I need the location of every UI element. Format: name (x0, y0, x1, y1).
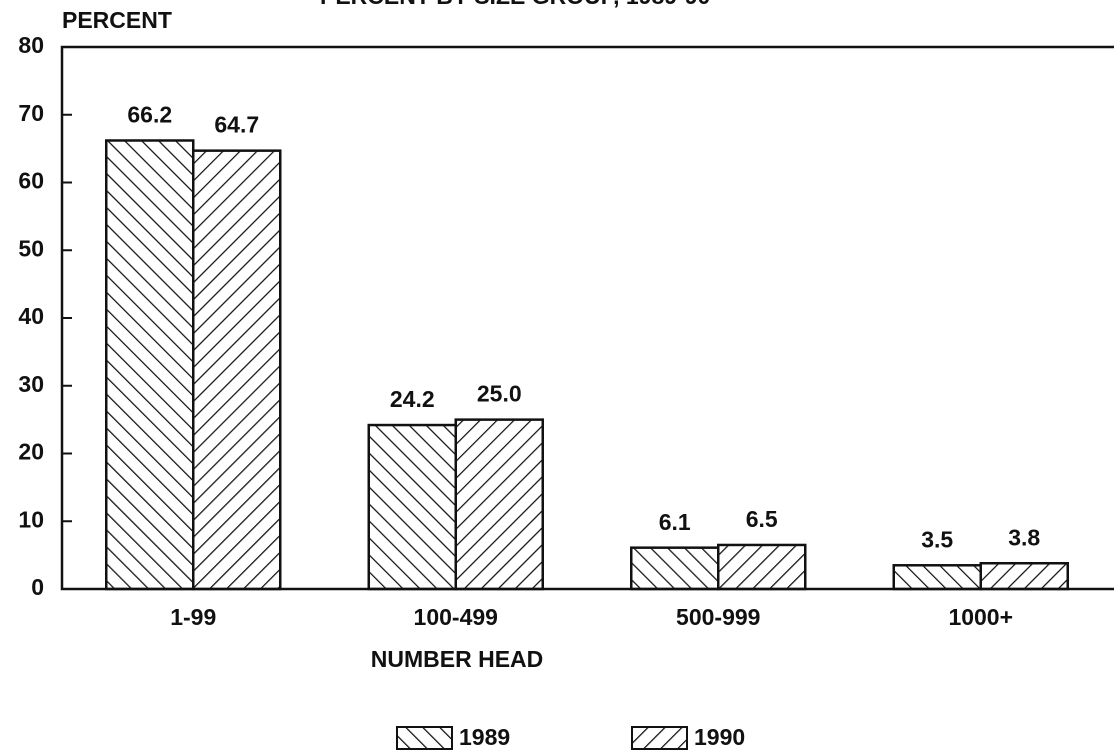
bar (367, 423, 457, 591)
bar (105, 139, 195, 591)
value-label: 3.8 (1008, 524, 1040, 550)
y-tick-label: 10 (18, 506, 44, 532)
bar (717, 543, 807, 591)
x-tick-label: 1000+ (948, 604, 1013, 630)
value-label: 25.0 (477, 381, 522, 407)
bar (630, 546, 720, 591)
value-label: 6.1 (659, 509, 691, 535)
bar (454, 418, 544, 591)
bar (979, 562, 1069, 591)
bar (192, 149, 282, 591)
y-tick-label: 60 (18, 168, 44, 194)
y-tick-label: 20 (18, 439, 44, 465)
y-tick-label: 80 (18, 32, 44, 58)
bar (892, 564, 982, 591)
x-tick-label: 500-999 (676, 604, 760, 630)
value-label: 64.7 (214, 112, 259, 138)
legend-label: 1989 (459, 724, 510, 750)
y-tick-label: 40 (18, 303, 44, 329)
legend-label: 1990 (694, 724, 745, 750)
chart-title: PERCENT BY SIZE GROUP, 1989-90 (320, 0, 710, 9)
value-label: 6.5 (746, 506, 778, 532)
value-label: 66.2 (127, 102, 172, 128)
x-tick-label: 1-99 (170, 604, 216, 630)
legend-swatch (631, 726, 688, 750)
x-axis-title: NUMBER HEAD (371, 646, 544, 672)
y-tick-label: 30 (18, 371, 44, 397)
y-tick-label: 50 (18, 235, 44, 261)
value-label: 24.2 (390, 386, 435, 412)
value-label: 3.5 (921, 526, 953, 552)
legend-swatch (396, 726, 453, 750)
y-tick-label: 0 (31, 574, 44, 600)
x-tick-label: 100-499 (414, 604, 498, 630)
y-tick-label: 70 (18, 100, 44, 126)
y-axis-title: PERCENT (62, 7, 172, 33)
